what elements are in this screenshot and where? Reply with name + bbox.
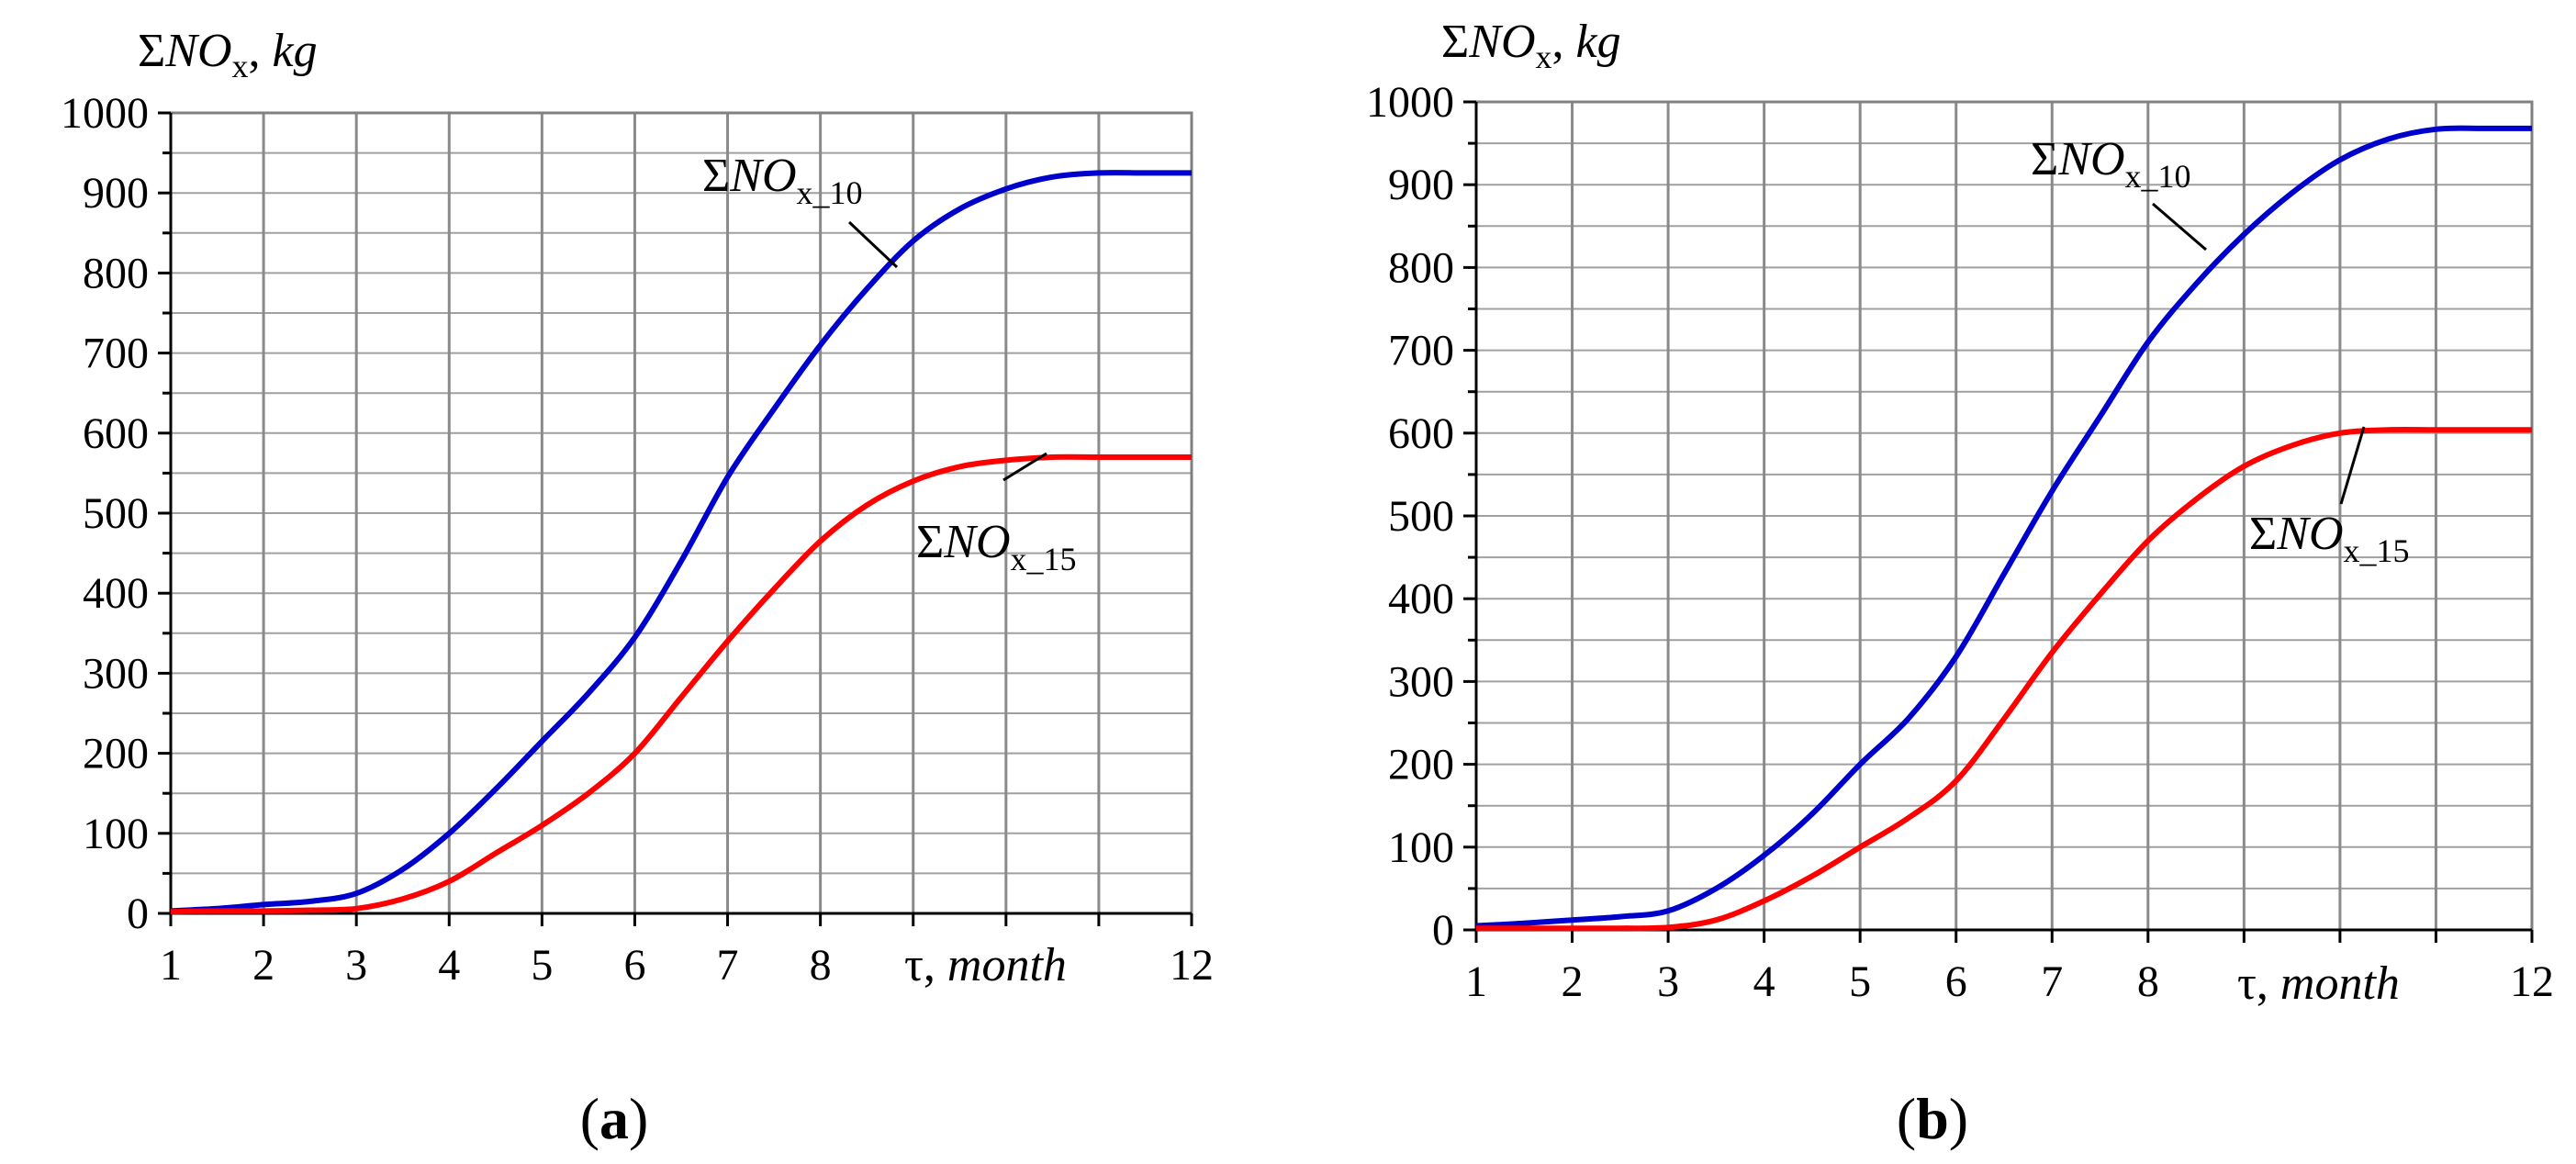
x-tick-label: 2	[1562, 957, 1584, 1006]
y-tick-label: 600	[83, 409, 149, 458]
y-tick-label: 500	[83, 489, 149, 538]
y-tick-label: 900	[83, 169, 149, 218]
y-tick-label: 300	[1388, 657, 1454, 706]
series-label-ΣNOx_10: ΣNOx_10	[2031, 133, 2191, 195]
x-tick-label: 1	[1465, 957, 1487, 1006]
x-axis-label: τ, month	[904, 939, 1067, 991]
series-line-ΣNOx_15	[170, 453, 1192, 915]
panel-label-a: (a)	[580, 1086, 649, 1151]
panel-label-b: (b)	[1897, 1086, 1968, 1151]
y-tick-label: 1000	[61, 89, 149, 138]
x-tick-label: 12	[1170, 941, 1214, 990]
x-tick-label: 5	[1849, 957, 1871, 1006]
y-tick-label: 1000	[1366, 78, 1454, 127]
y-tick-label: 800	[1388, 243, 1454, 292]
y-tick-label: 800	[83, 249, 149, 297]
x-tick-label: 8	[2137, 957, 2159, 1006]
y-tick-label: 500	[1388, 492, 1454, 541]
y-tick-label: 200	[83, 730, 149, 778]
y-axis-label: ΣNOx, kg	[138, 25, 318, 84]
series-leader-line	[1002, 452, 1047, 482]
series-label-ΣNOx_15: ΣNOx_15	[2249, 508, 2410, 569]
y-tick-label: 900	[1388, 161, 1454, 209]
series-leader-line	[2339, 426, 2366, 505]
series-leader-line	[2152, 202, 2207, 252]
x-tick-label: 6	[623, 941, 645, 990]
y-tick-label: 400	[1388, 575, 1454, 623]
x-tick-label: 7	[2041, 957, 2063, 1006]
x-axis-label: τ, month	[2237, 957, 2400, 1010]
series-line-ΣNOx_15	[1476, 426, 2532, 932]
y-tick-label: 0	[127, 890, 149, 938]
y-tick-label: 0	[1432, 906, 1454, 955]
y-tick-label: 200	[1388, 741, 1454, 789]
x-tick-label: 5	[531, 941, 553, 990]
x-tick-label: 3	[345, 941, 367, 990]
y-tick-label: 100	[1388, 823, 1454, 872]
x-tick-label: 3	[1657, 957, 1679, 1006]
y-tick-label: 700	[83, 330, 149, 378]
x-tick-label: 7	[717, 941, 739, 990]
series-line-ΣNOx_10	[170, 170, 1192, 914]
y-tick-label: 400	[83, 569, 149, 618]
series-label-ΣNOx_15: ΣNOx_15	[916, 516, 1077, 577]
y-tick-label: 100	[83, 810, 149, 858]
y-tick-label: 600	[1388, 409, 1454, 458]
series-label-ΣNOx_10: ΣNOx_10	[702, 150, 863, 211]
x-tick-label: 2	[252, 941, 274, 990]
x-tick-label: 6	[1945, 957, 1967, 1006]
x-tick-label: 1	[160, 941, 182, 990]
y-tick-label: 300	[83, 649, 149, 698]
y-tick-label: 700	[1388, 327, 1454, 375]
series-line-ΣNOx_10	[1475, 125, 2533, 929]
x-tick-label: 8	[810, 941, 832, 990]
x-tick-label: 4	[438, 941, 460, 990]
x-tick-label: 12	[2510, 957, 2554, 1006]
x-tick-label: 4	[1753, 957, 1775, 1006]
y-axis-label: ΣNOx, kg	[1441, 16, 1621, 75]
series-leader-line	[847, 220, 899, 269]
